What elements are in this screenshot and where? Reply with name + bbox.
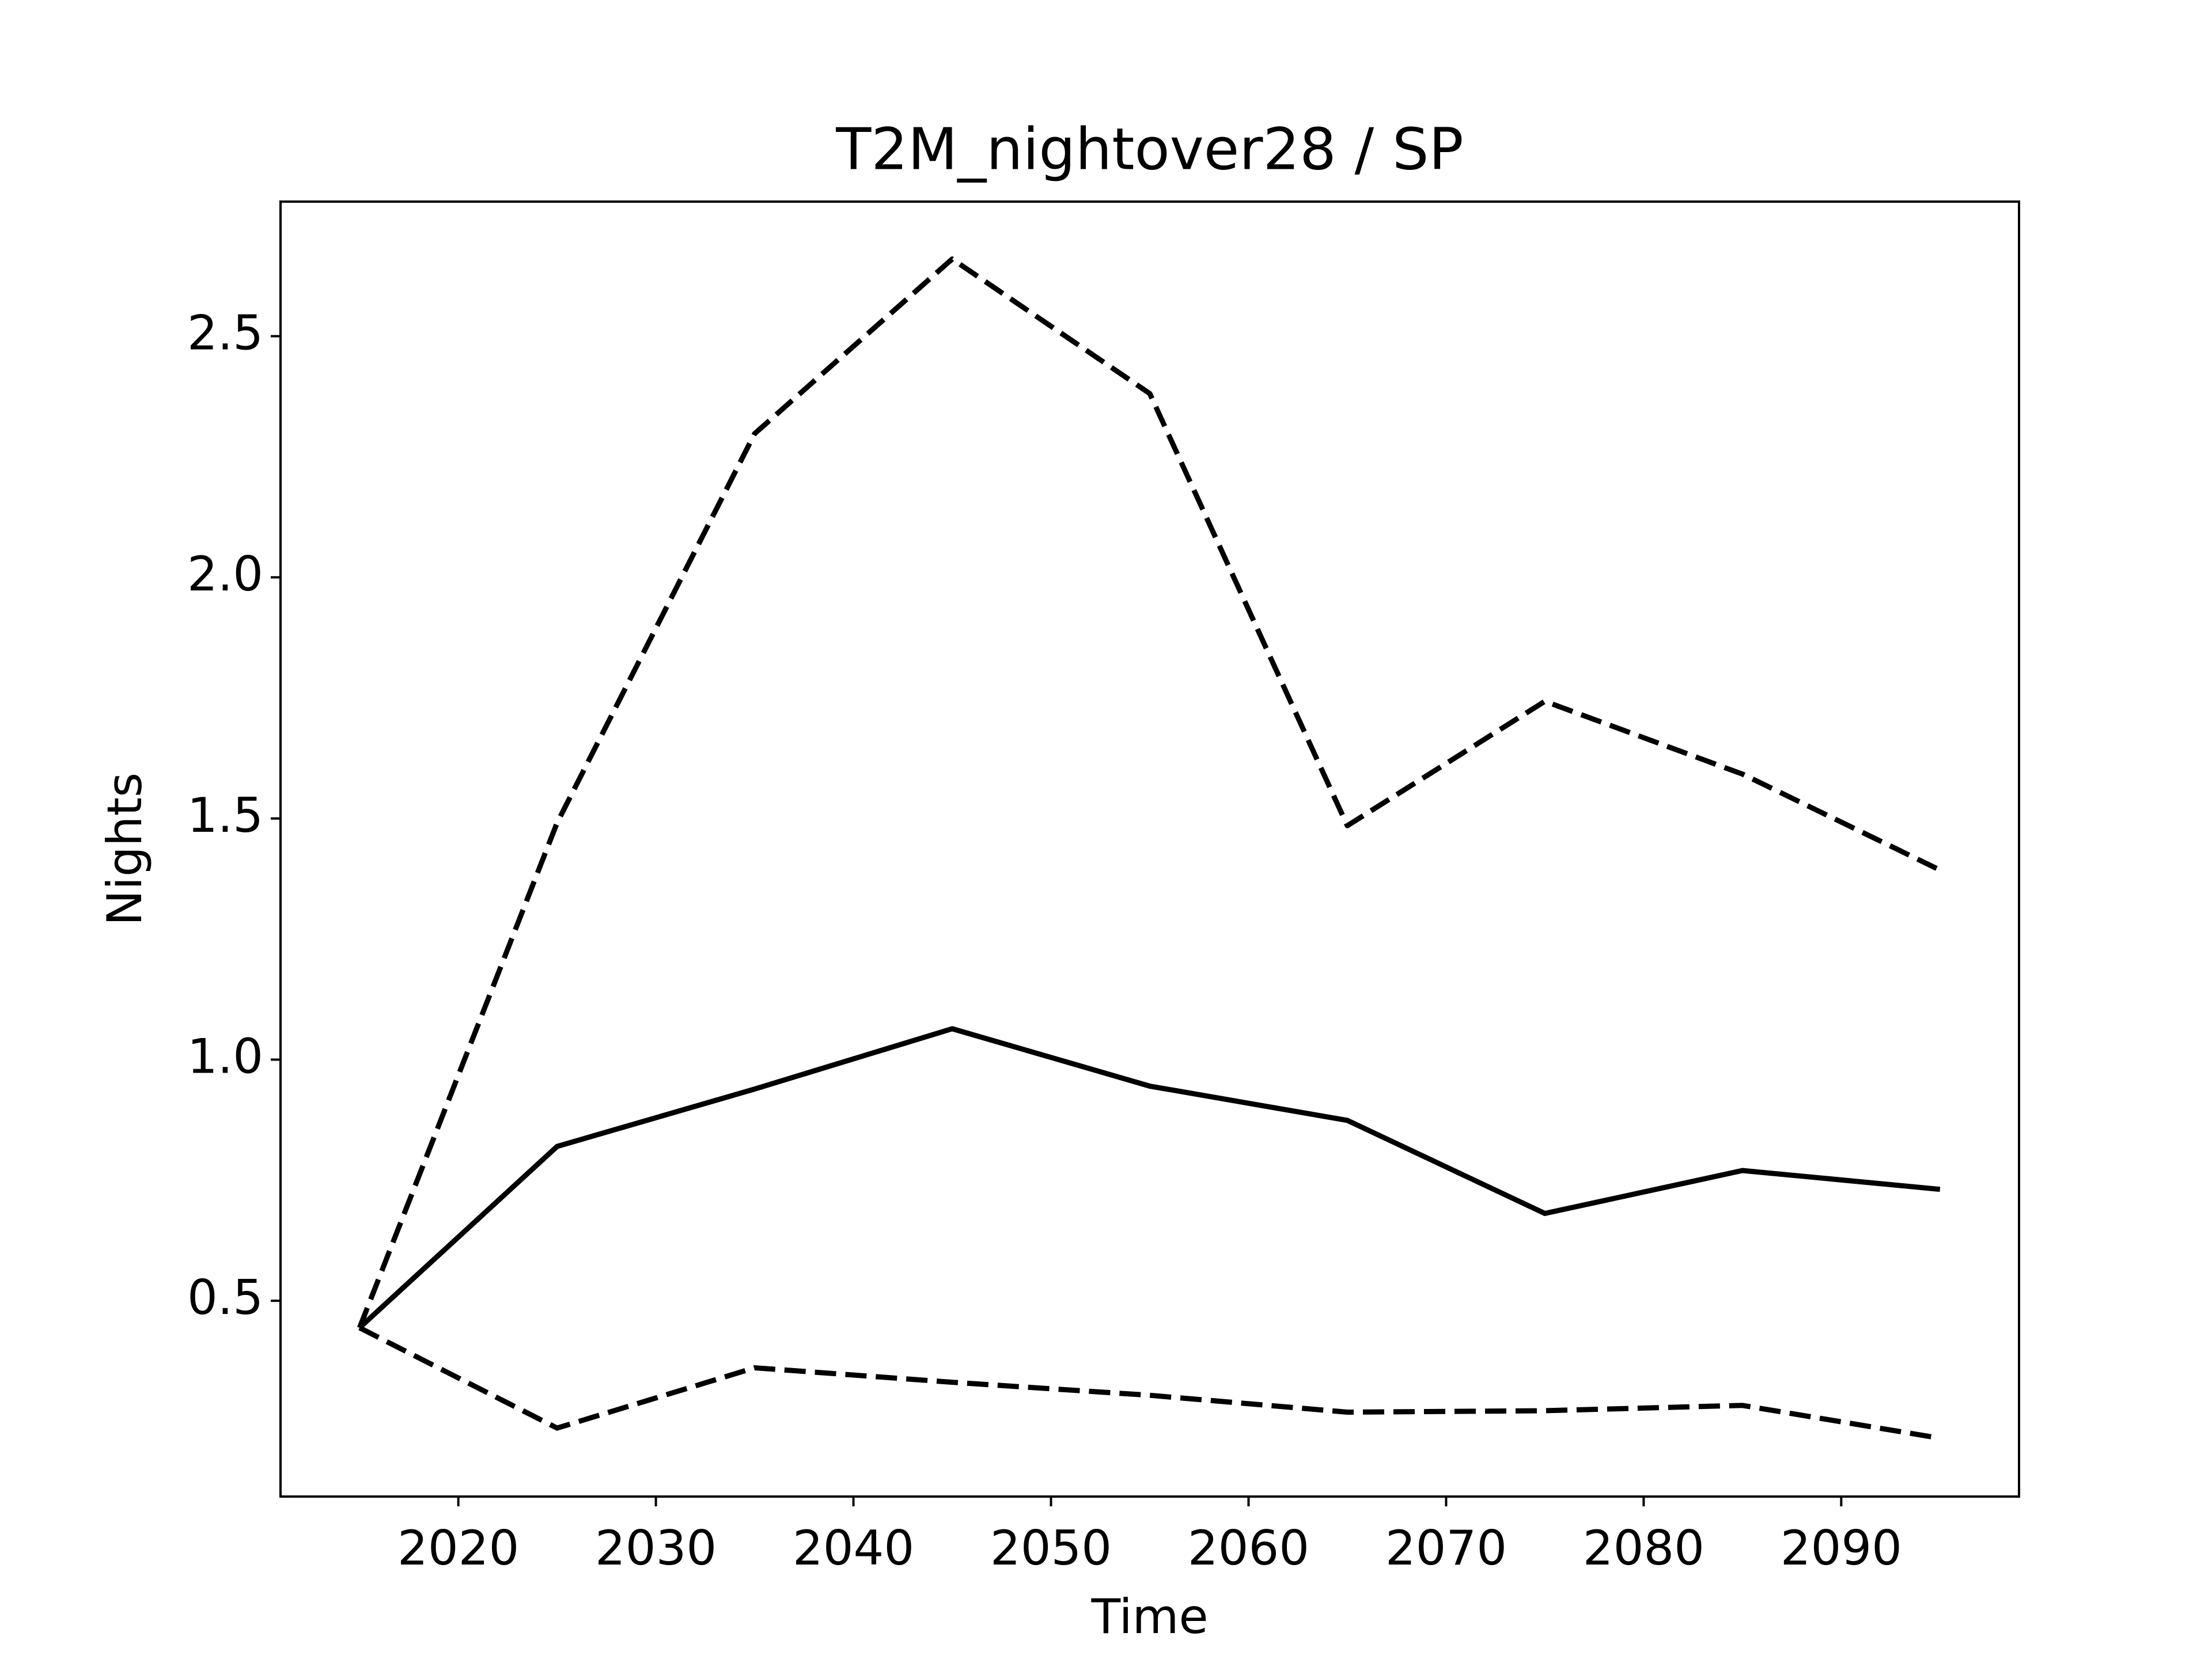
x-tick-label: 2070 <box>1385 1520 1507 1576</box>
x-tick-label: 2030 <box>595 1520 717 1576</box>
y-tick-label: 1.0 <box>187 1028 263 1084</box>
x-tick-label: 2090 <box>1781 1520 1902 1576</box>
y-axis-label: Nights <box>97 772 153 926</box>
x-tick-label: 2060 <box>1188 1520 1309 1576</box>
x-tick-label: 2050 <box>990 1520 1112 1576</box>
x-tick-label: 2020 <box>397 1520 519 1576</box>
plot-frame <box>279 200 2020 1498</box>
y-tick-label: 1.5 <box>187 787 263 843</box>
series-line <box>357 256 1941 1329</box>
x-tick-label: 2040 <box>793 1520 914 1576</box>
series-line <box>358 1026 1941 1330</box>
chart-title: T2M_nightover28 / SP <box>835 115 1464 183</box>
x-axis-label: Time <box>1090 1589 1208 1645</box>
x-tick-label: 2080 <box>1583 1520 1705 1576</box>
series-line <box>358 1325 1941 1441</box>
y-tick-label: 0.5 <box>187 1270 263 1325</box>
y-tick-label: 2.5 <box>187 305 263 361</box>
y-tick-label: 2.0 <box>187 546 263 602</box>
